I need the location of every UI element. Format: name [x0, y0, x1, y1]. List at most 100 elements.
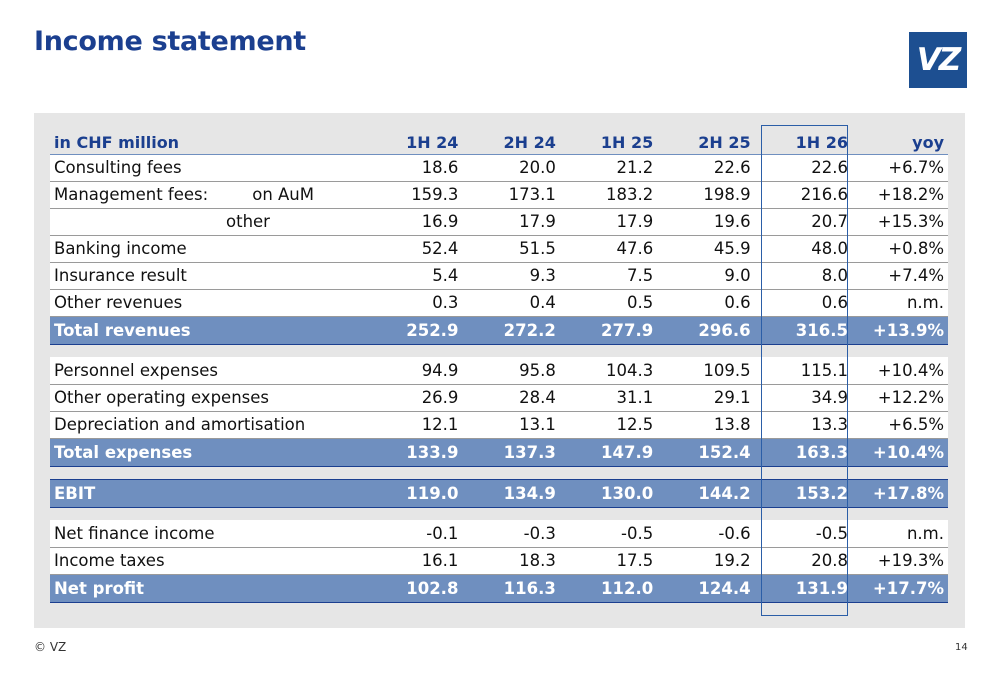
- value-cell: 163.3: [754, 437, 852, 467]
- value-cell: 52.4: [365, 235, 463, 263]
- value-cell: 13.1: [462, 411, 560, 439]
- yoy-cell: +10.4%: [852, 357, 948, 385]
- row-label-main: Other revenues: [54, 293, 183, 312]
- row-label: Total expenses: [50, 437, 366, 467]
- value-cell: 47.6: [559, 235, 658, 263]
- table-row: Personnel expenses 94.9 95.8 104.3 109.5 115.…: [50, 357, 948, 385]
- value-cell: 296.6: [657, 315, 755, 345]
- value-cell: 17.9: [559, 208, 658, 236]
- yoy-cell: +10.4%: [852, 437, 948, 467]
- yoy-cell: +19.3%: [852, 547, 948, 575]
- value-cell: 0.6: [657, 289, 755, 317]
- value-cell: 316.5: [754, 315, 852, 345]
- value-cell: 216.6: [754, 181, 852, 209]
- value-cell: 7.5: [559, 262, 658, 290]
- value-cell: 13.8: [657, 411, 755, 439]
- value-cell: 5.4: [365, 262, 463, 290]
- value-cell: 17.9: [462, 208, 560, 236]
- value-cell: 112.0: [559, 573, 658, 603]
- value-cell: 130.0: [559, 478, 658, 508]
- yoy-cell: +6.5%: [852, 411, 948, 439]
- value-cell: 17.5: [559, 547, 658, 575]
- value-cell: 9.0: [657, 262, 755, 290]
- table-row: Insurance result 5.4 9.3 7.5 9.0 8.0 +7.4%: [50, 262, 948, 290]
- value-cell: -0.3: [462, 520, 560, 548]
- value-cell: 13.3: [754, 411, 852, 439]
- value-cell: 45.9: [657, 235, 755, 263]
- row-label: Income taxes: [50, 547, 366, 575]
- value-cell: 28.4: [462, 384, 560, 412]
- value-cell: 137.3: [462, 437, 560, 467]
- row-label: Other revenues: [50, 289, 366, 317]
- value-cell: 16.1: [365, 547, 463, 575]
- value-cell: 20.7: [754, 208, 852, 236]
- yoy-cell: +17.8%: [852, 478, 948, 508]
- row-sublabel: other: [226, 212, 270, 231]
- spacer-cell: [50, 507, 948, 520]
- value-cell: 26.9: [365, 384, 463, 412]
- header-1h26: 1H 26: [754, 126, 852, 155]
- header-unit: in CHF million: [50, 126, 366, 155]
- row-label: Management fees: on AuM: [50, 181, 366, 209]
- value-cell: 20.8: [754, 547, 852, 575]
- value-cell: -0.1: [365, 520, 463, 548]
- value-cell: 183.2: [559, 181, 658, 209]
- yoy-cell: n.m.: [852, 520, 948, 548]
- value-cell: 153.2: [754, 478, 852, 508]
- value-cell: 0.3: [365, 289, 463, 317]
- row-label: Personnel expenses: [50, 357, 366, 385]
- row-label: Insurance result: [50, 262, 366, 290]
- row-label: EBIT: [50, 478, 366, 508]
- table-row: Income taxes 16.1 18.3 17.5 19.2 20.8 +19.3%: [50, 547, 948, 575]
- vz-logo: VZ: [909, 32, 967, 88]
- row-label: Total revenues: [50, 315, 366, 345]
- row-label-main: Insurance result: [54, 266, 187, 285]
- yoy-cell: n.m.: [852, 289, 948, 317]
- copyright: © VZ: [34, 640, 67, 654]
- header-yoy: yoy: [852, 126, 948, 155]
- yoy-cell: +18.2%: [852, 181, 948, 209]
- row-label: Net finance income: [50, 520, 366, 548]
- row-label-main: Consulting fees: [54, 158, 182, 177]
- value-cell: -0.5: [754, 520, 852, 548]
- value-cell: 115.1: [754, 357, 852, 385]
- value-cell: 9.3: [462, 262, 560, 290]
- table-header-row: in CHF million 1H 24 2H 24 1H 25 2H 25 1…: [50, 126, 948, 155]
- value-cell: 19.2: [657, 547, 755, 575]
- yoy-cell: +13.9%: [852, 315, 948, 345]
- value-cell: 51.5: [462, 235, 560, 263]
- value-cell: 19.6: [657, 208, 755, 236]
- value-cell: 198.9: [657, 181, 755, 209]
- value-cell: 94.9: [365, 357, 463, 385]
- value-cell: 22.6: [754, 154, 852, 182]
- table-row: Management fees: on AuM 159.3 173.1 183.2 198…: [50, 181, 948, 209]
- value-cell: 124.4: [657, 573, 755, 603]
- yoy-cell: +12.2%: [852, 384, 948, 412]
- value-cell: 147.9: [559, 437, 658, 467]
- value-cell: 21.2: [559, 154, 658, 182]
- spacer-cell: [50, 344, 948, 357]
- value-cell: 48.0: [754, 235, 852, 263]
- table-row: Banking income 52.4 51.5 47.6 45.9 48.0 +0.8%: [50, 235, 948, 263]
- value-cell: 18.6: [365, 154, 463, 182]
- row-label: other: [50, 208, 366, 236]
- value-cell: 18.3: [462, 547, 560, 575]
- value-cell: 0.4: [462, 289, 560, 317]
- yoy-cell: +15.3%: [852, 208, 948, 236]
- total-revenues-row: Total revenues 252.9 272.2 277.9 296.6 316.5 +…: [50, 315, 948, 345]
- row-label-main: Banking income: [54, 239, 187, 258]
- value-cell: 119.0: [365, 478, 463, 508]
- value-cell: 102.8: [365, 573, 463, 603]
- value-cell: 0.5: [559, 289, 658, 317]
- row-spacer: [50, 344, 948, 357]
- row-label: Net profit: [50, 573, 366, 603]
- table-row: Net finance income -0.1 -0.3 -0.5 -0.6 -0.5 n.…: [50, 520, 948, 548]
- value-cell: 12.1: [365, 411, 463, 439]
- table-row: Depreciation and amortisation 12.1 13.1 12.…: [50, 411, 948, 439]
- value-cell: 159.3: [365, 181, 463, 209]
- value-cell: 131.9: [754, 573, 852, 603]
- row-label: Consulting fees: [50, 154, 366, 182]
- value-cell: 8.0: [754, 262, 852, 290]
- value-cell: 20.0: [462, 154, 560, 182]
- header-1h24: 1H 24: [365, 126, 463, 155]
